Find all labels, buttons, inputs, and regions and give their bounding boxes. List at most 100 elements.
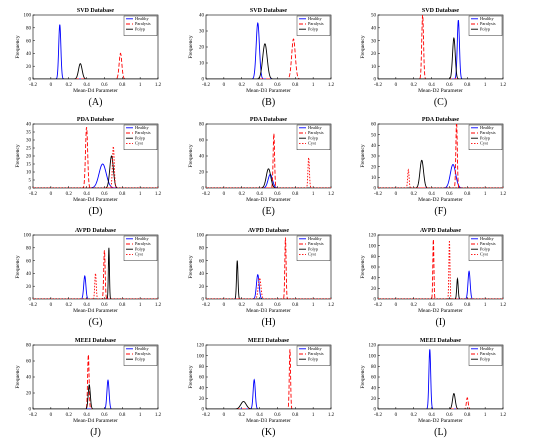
x-axis-label: Mean-D2 Parameter — [418, 308, 463, 314]
x-tick-label: 1.2 — [500, 303, 507, 308]
x-tick-label: -0.2 — [374, 303, 382, 308]
x-tick-label: 1 — [484, 192, 487, 197]
panel-label: (H) — [262, 317, 276, 328]
chart-panel: MEEI Database-0.2 0 0.2 0.4 0.6 0.8 1 1.2020406… — [188, 338, 335, 438]
x-tick-label: 0.4 — [83, 303, 90, 308]
legend-label: Healthy — [135, 16, 149, 21]
x-tick-label: 0.8 — [292, 83, 299, 88]
y-tick-label: 80 — [371, 255, 377, 260]
y-tick-label: 100 — [24, 14, 32, 19]
panel-label: (E) — [262, 206, 275, 217]
y-axis-label: Frequency — [360, 144, 366, 167]
y-tick-label: 40 — [371, 27, 377, 32]
legend-label: Healthy — [480, 125, 494, 130]
y-tick-label: 15 — [26, 163, 32, 168]
x-axis-label: Mean-D2 Parameter — [418, 197, 463, 203]
legend-box — [296, 15, 331, 36]
legend-label: Paralysis — [135, 241, 151, 246]
chart-title: SVD Database — [422, 8, 460, 14]
x-tick-label: 1.2 — [328, 83, 335, 88]
x-tick-label: 0.2 — [66, 303, 73, 308]
y-tick-label: 80 — [26, 247, 32, 252]
chart-panel: AVPD Database-0.2 0 0.2 0.4 0.6 0.8 1 1.2020406… — [188, 228, 335, 328]
chart-title: SVD Database — [77, 8, 115, 14]
x-tick-label: 0.4 — [256, 413, 263, 418]
series-line-polyp — [206, 43, 331, 79]
y-tick-label: 60 — [199, 139, 205, 144]
y-tick-label: 20 — [26, 285, 32, 290]
x-tick-label: 0 — [50, 192, 53, 197]
chart-panel: PDA Database-0.2 0 0.2 0.4 0.6 0.8 1 1.20510152… — [15, 117, 162, 217]
x-tick-label: 0.4 — [256, 303, 263, 308]
y-tick-label: 100 — [369, 354, 377, 359]
x-tick-label: 0.4 — [428, 303, 435, 308]
legend-label: Cyst — [308, 141, 317, 146]
y-tick-label: 40 — [26, 123, 32, 128]
legend-box — [468, 15, 503, 36]
y-tick-label: 10 — [371, 65, 377, 70]
y-tick-label: 60 — [199, 259, 205, 264]
legend-label: Polyp — [135, 356, 145, 361]
chart-title: MEEI Database — [248, 338, 290, 344]
y-tick-label: 0 — [202, 187, 205, 192]
y-tick-label: 0 — [29, 408, 32, 413]
chart-panel: SVD Database-0.2 0 0.2 0.4 0.6 0.8 1 1.20102030… — [188, 8, 335, 108]
legend-label: Polyp — [308, 356, 318, 361]
y-tick-label: 60 — [371, 123, 377, 128]
x-tick-label: 1.2 — [500, 413, 507, 418]
panel-label: (C) — [434, 97, 447, 108]
x-tick-label: 1.2 — [155, 413, 162, 418]
x-tick-label: 0 — [223, 303, 226, 308]
x-tick-label: 1.2 — [500, 192, 507, 197]
legend-label: Healthy — [135, 346, 149, 351]
chart-title: AVPD Database — [248, 228, 289, 234]
chart-panel: MEEI Database-0.2 0 0.2 0.4 0.6 0.8 1 1.2020406… — [360, 338, 507, 438]
x-tick-label: -0.2 — [29, 83, 37, 88]
panel-label: (K) — [262, 427, 276, 438]
x-tick-label: 0.8 — [119, 83, 126, 88]
legend-label: Cyst — [480, 252, 489, 257]
y-tick-label: 20 — [199, 171, 205, 176]
panel-label: (I) — [436, 317, 446, 328]
x-axis-label: Mean-D4 Parameter — [73, 197, 118, 203]
y-tick-label: 20 — [371, 165, 377, 170]
y-tick-label: 120 — [369, 234, 377, 239]
y-tick-label: 0 — [374, 298, 377, 303]
legend-label: Cyst — [135, 141, 144, 146]
x-tick-label: 0.2 — [66, 83, 73, 88]
chart-panel: MEEI Database-0.2 0 0.2 0.4 0.6 0.8 1 1.2020406… — [15, 338, 162, 438]
x-tick-label: 0.8 — [292, 192, 299, 197]
y-axis-label: Frequency — [15, 35, 21, 58]
chart-panel: AVPD Database-0.2 0 0.2 0.4 0.6 0.8 1 1.2020406… — [15, 228, 162, 328]
legend-label: Healthy — [135, 125, 149, 130]
y-tick-label: 50 — [371, 133, 377, 138]
series-group — [206, 133, 331, 188]
y-tick-label: 120 — [369, 344, 377, 349]
y-tick-label: 10 — [199, 62, 205, 67]
chart-title: MEEI Database — [75, 338, 117, 344]
legend-label: Paralysis — [480, 351, 496, 356]
x-tick-label: 0.8 — [119, 192, 126, 197]
x-tick-label: -0.2 — [29, 413, 37, 418]
legend-label: Polyp — [135, 26, 145, 31]
x-tick-label: 0.2 — [66, 192, 73, 197]
y-tick-label: 40 — [199, 272, 205, 277]
y-tick-label: 0 — [202, 78, 205, 83]
x-tick-label: 1 — [139, 192, 142, 197]
x-tick-label: 0.4 — [83, 413, 90, 418]
legend-box — [468, 345, 503, 366]
y-tick-label: 100 — [197, 354, 205, 359]
x-axis-label: Mean-D3 Parameter — [246, 197, 291, 203]
x-tick-label: 0 — [223, 83, 226, 88]
legend-box — [296, 345, 331, 366]
legend-box — [123, 124, 158, 150]
x-tick-label: 0.2 — [411, 303, 418, 308]
x-tick-label: -0.2 — [202, 192, 210, 197]
legend-label: Paralysis — [308, 130, 324, 135]
x-tick-label: 0.6 — [446, 192, 453, 197]
x-tick-label: 0.2 — [239, 192, 246, 197]
x-tick-label: 0.6 — [101, 192, 108, 197]
y-tick-label: 40 — [199, 14, 205, 19]
y-tick-label: 20 — [371, 397, 377, 402]
